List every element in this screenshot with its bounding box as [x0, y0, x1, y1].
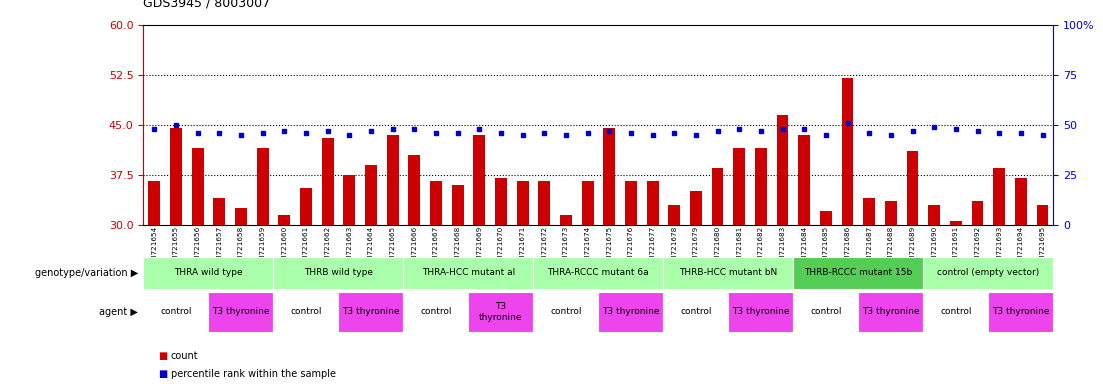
FancyBboxPatch shape [858, 292, 923, 332]
Bar [733, 148, 746, 225]
Text: T3
thyronine: T3 thyronine [479, 302, 523, 322]
Text: T3 thyronine: T3 thyronine [992, 308, 1050, 316]
Text: THRA-HCC mutant al: THRA-HCC mutant al [421, 268, 515, 277]
Text: THRB-HCC mutant bN: THRB-HCC mutant bN [679, 268, 778, 277]
FancyBboxPatch shape [534, 257, 663, 288]
FancyBboxPatch shape [208, 292, 274, 332]
Bar [495, 178, 507, 225]
Bar [516, 181, 528, 225]
Bar [451, 185, 463, 225]
FancyBboxPatch shape [469, 292, 534, 332]
FancyBboxPatch shape [534, 292, 599, 332]
Text: control: control [810, 308, 842, 316]
FancyBboxPatch shape [728, 292, 793, 332]
Bar [646, 181, 658, 225]
Text: agent ▶: agent ▶ [99, 307, 138, 317]
FancyBboxPatch shape [923, 292, 988, 332]
Text: control: control [550, 308, 581, 316]
FancyBboxPatch shape [599, 292, 663, 332]
Bar [1015, 178, 1027, 225]
Bar [343, 175, 355, 225]
Bar [386, 135, 398, 225]
Text: control: control [160, 308, 192, 316]
Bar [668, 205, 681, 225]
Text: THRB-RCCC mutant 15b: THRB-RCCC mutant 15b [804, 268, 912, 277]
Bar [993, 168, 1005, 225]
Text: T3 thyronine: T3 thyronine [212, 308, 269, 316]
Bar [711, 168, 724, 225]
Bar [1037, 205, 1049, 225]
Text: control (empty vector): control (empty vector) [938, 268, 1039, 277]
Bar [560, 215, 571, 225]
Bar [799, 135, 811, 225]
Bar [929, 205, 940, 225]
Bar [408, 155, 420, 225]
FancyBboxPatch shape [339, 292, 404, 332]
Bar [322, 138, 333, 225]
Bar [170, 128, 182, 225]
Bar [148, 181, 160, 225]
Bar [885, 201, 897, 225]
Text: T3 thyronine: T3 thyronine [732, 308, 790, 316]
FancyBboxPatch shape [274, 257, 404, 288]
Bar [689, 191, 702, 225]
FancyBboxPatch shape [143, 257, 274, 288]
FancyBboxPatch shape [923, 257, 1053, 288]
Bar [192, 148, 204, 225]
Bar [820, 211, 832, 225]
FancyBboxPatch shape [404, 257, 534, 288]
Bar [213, 198, 225, 225]
Text: ■: ■ [158, 369, 167, 379]
Text: THRB wild type: THRB wild type [304, 268, 373, 277]
FancyBboxPatch shape [404, 292, 469, 332]
Bar [603, 128, 615, 225]
Text: count: count [171, 351, 199, 361]
Text: T3 thyronine: T3 thyronine [863, 308, 920, 316]
Text: T3 thyronine: T3 thyronine [342, 308, 399, 316]
Bar [950, 221, 962, 225]
Bar [754, 148, 767, 225]
Bar [473, 135, 485, 225]
FancyBboxPatch shape [988, 292, 1053, 332]
FancyBboxPatch shape [793, 292, 858, 332]
FancyBboxPatch shape [793, 257, 923, 288]
Bar [842, 78, 854, 225]
Text: genotype/variation ▶: genotype/variation ▶ [34, 268, 138, 278]
Bar [257, 148, 268, 225]
Text: THRA wild type: THRA wild type [174, 268, 243, 277]
Bar [278, 215, 290, 225]
Text: percentile rank within the sample: percentile rank within the sample [171, 369, 336, 379]
Text: THRA-RCCC mutant 6a: THRA-RCCC mutant 6a [547, 268, 650, 277]
FancyBboxPatch shape [663, 292, 728, 332]
FancyBboxPatch shape [663, 257, 793, 288]
Bar [581, 181, 593, 225]
Bar [430, 181, 442, 225]
FancyBboxPatch shape [143, 292, 208, 332]
Bar [777, 115, 789, 225]
Bar [365, 165, 377, 225]
Bar [300, 188, 312, 225]
Text: GDS3945 / 8003007: GDS3945 / 8003007 [143, 0, 270, 10]
Bar [538, 181, 550, 225]
Text: ■: ■ [158, 351, 167, 361]
Bar [625, 181, 636, 225]
Bar [972, 201, 984, 225]
Text: control: control [290, 308, 322, 316]
Text: control: control [940, 308, 972, 316]
Text: T3 thyronine: T3 thyronine [602, 308, 660, 316]
Text: control: control [420, 308, 451, 316]
Bar [864, 198, 875, 225]
Bar [235, 208, 247, 225]
Bar [907, 151, 919, 225]
Text: control: control [681, 308, 711, 316]
FancyBboxPatch shape [274, 292, 339, 332]
